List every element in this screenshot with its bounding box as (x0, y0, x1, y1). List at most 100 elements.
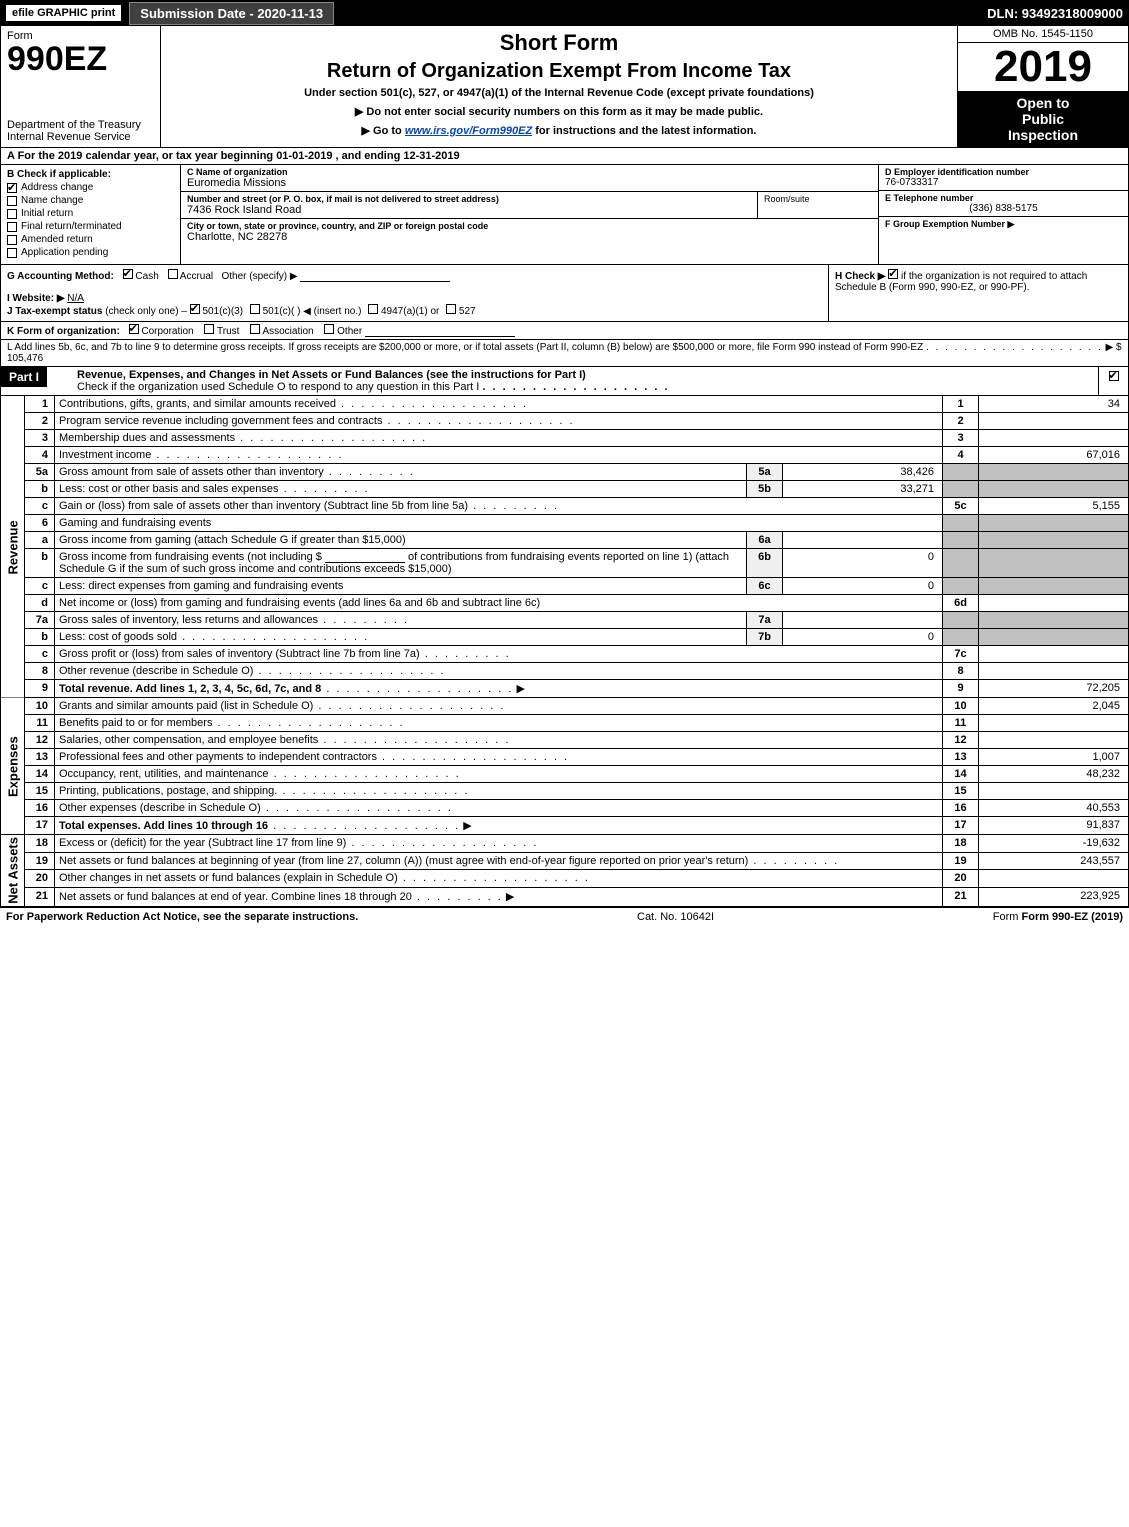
city-val: Charlotte, NC 28278 (187, 231, 872, 243)
table-row: b Gross income from fundraising events (… (1, 549, 1129, 578)
dots (482, 381, 669, 393)
checkbox-icon[interactable] (888, 269, 898, 279)
j-527: 527 (459, 306, 476, 317)
line-desc: Gross income from fundraising events (no… (55, 549, 747, 578)
org-name-cell: C Name of organization Euromedia Mission… (181, 165, 878, 192)
line-desc: Excess or (deficit) for the year (Subtra… (55, 835, 943, 853)
table-row: 3 Membership dues and assessments 3 (1, 430, 1129, 447)
i-label: I Website: ▶ (7, 293, 65, 304)
table-row: b Less: cost or other basis and sales ex… (1, 481, 1129, 498)
checkbox-icon[interactable] (123, 269, 133, 279)
table-row: 20 Other changes in net assets or fund b… (1, 870, 1129, 888)
table-row: 21 Net assets or fund balances at end of… (1, 887, 1129, 906)
checkbox-icon[interactable] (7, 222, 17, 232)
instr-link: ▶ Go to www.irs.gov/Form990EZ for instru… (169, 124, 949, 137)
h-label: H Check ▶ (835, 271, 885, 282)
website-val: N/A (67, 293, 84, 304)
checkbox-icon[interactable] (7, 209, 17, 219)
line-desc: Less: direct expenses from gaming and fu… (55, 578, 747, 595)
checkbox-icon[interactable] (7, 235, 17, 245)
section-b-checks: B Check if applicable: Address change Na… (1, 165, 181, 264)
line-ref: 15 (943, 783, 979, 800)
sub-val: 0 (783, 578, 943, 595)
check-app-pending[interactable]: Application pending (7, 247, 174, 258)
c-label: C Name of organization (187, 167, 872, 177)
checkbox-icon[interactable] (250, 304, 260, 314)
checkbox-icon[interactable] (368, 304, 378, 314)
part1-title-cell: Revenue, Expenses, and Changes in Net As… (71, 367, 1098, 395)
k-assoc: Association (262, 326, 313, 337)
checkbox-icon[interactable] (7, 183, 17, 193)
table-row: a Gross income from gaming (attach Sched… (1, 532, 1129, 549)
line-ref: 4 (943, 447, 979, 464)
j-501c: 501(c)( ) ◀ (insert no.) (263, 306, 362, 317)
line-desc: Gaming and fundraising events (55, 515, 943, 532)
phone-cell: E Telephone number (336) 838-5175 (879, 191, 1128, 217)
table-row: 4 Investment income 4 67,016 (1, 447, 1129, 464)
k-corp: Corporation (141, 326, 193, 337)
efile-badge[interactable]: efile GRAPHIC print (6, 5, 121, 21)
line-num: 12 (25, 732, 55, 749)
blank-line (365, 325, 515, 337)
shaded-cell (943, 464, 979, 481)
checkbox-icon[interactable] (168, 269, 178, 279)
checkbox-icon[interactable] (7, 248, 17, 258)
line-val (979, 430, 1129, 447)
sub-val (783, 532, 943, 549)
checkbox-icon[interactable] (446, 304, 456, 314)
g-accounting: G Accounting Method: Cash Accrual Other … (1, 265, 828, 321)
shaded-cell (943, 612, 979, 629)
header-center: Short Form Return of Organization Exempt… (161, 26, 958, 147)
line-num: 10 (25, 698, 55, 715)
shaded-cell (943, 481, 979, 498)
checkbox-icon[interactable] (190, 304, 200, 314)
line-num: c (25, 498, 55, 515)
sub-val: 33,271 (783, 481, 943, 498)
checkbox-icon[interactable] (1109, 371, 1119, 381)
open3: Inspection (1008, 127, 1078, 143)
dots (926, 342, 1103, 353)
k-trust: Trust (217, 326, 239, 337)
table-row: 9 Total revenue. Add lines 1, 2, 3, 4, 5… (1, 680, 1129, 698)
line-val (979, 646, 1129, 663)
table-row: c Gross profit or (loss) from sales of i… (1, 646, 1129, 663)
k-row: K Form of organization: Corporation Trus… (0, 322, 1129, 340)
dln: DLN: 93492318009000 (987, 6, 1123, 21)
irs-link[interactable]: www.irs.gov/Form990EZ (405, 125, 532, 137)
line-ref: 6d (943, 595, 979, 612)
line-num: a (25, 532, 55, 549)
line-ref: 5c (943, 498, 979, 515)
room-cell: Room/suite (758, 192, 878, 218)
checkbox-icon[interactable] (204, 324, 214, 334)
line-desc: Grants and similar amounts paid (list in… (55, 698, 943, 715)
blank-line (300, 270, 450, 282)
f-label: F Group Exemption Number ▶ (885, 219, 1014, 229)
line-desc: Professional fees and other payments to … (55, 749, 943, 766)
line-val: 243,557 (979, 852, 1129, 870)
table-row: Revenue 1 Contributions, gifts, grants, … (1, 396, 1129, 413)
j-4947: 4947(a)(1) or (381, 306, 439, 317)
check-initial-return[interactable]: Initial return (7, 208, 174, 219)
phone-val: (336) 838-5175 (885, 203, 1122, 214)
check-final-return[interactable]: Final return/terminated (7, 221, 174, 232)
checkbox-icon[interactable] (7, 196, 17, 206)
checkbox-icon[interactable] (129, 324, 139, 334)
instr2-post: for instructions and the latest informat… (535, 125, 756, 137)
line-num: 2 (25, 413, 55, 430)
line-desc: Less: cost of goods sold (55, 629, 747, 646)
checkbox-icon[interactable] (250, 324, 260, 334)
ein-cell: D Employer identification number 76-0733… (879, 165, 1128, 191)
form-number: 990EZ (7, 42, 154, 76)
table-row: d Net income or (loss) from gaming and f… (1, 595, 1129, 612)
checkbox-icon[interactable] (324, 324, 334, 334)
k-other: Other (337, 326, 362, 337)
check-address-change[interactable]: Address change (7, 182, 174, 193)
footer-left: For Paperwork Reduction Act Notice, see … (6, 911, 358, 923)
check-amended[interactable]: Amended return (7, 234, 174, 245)
check-name-change[interactable]: Name change (7, 195, 174, 206)
sub-num: 7b (747, 629, 783, 646)
shaded-cell (979, 481, 1129, 498)
blank-line (325, 551, 405, 563)
street-val: 7436 Rock Island Road (187, 204, 751, 216)
chk-label: Initial return (21, 208, 73, 219)
